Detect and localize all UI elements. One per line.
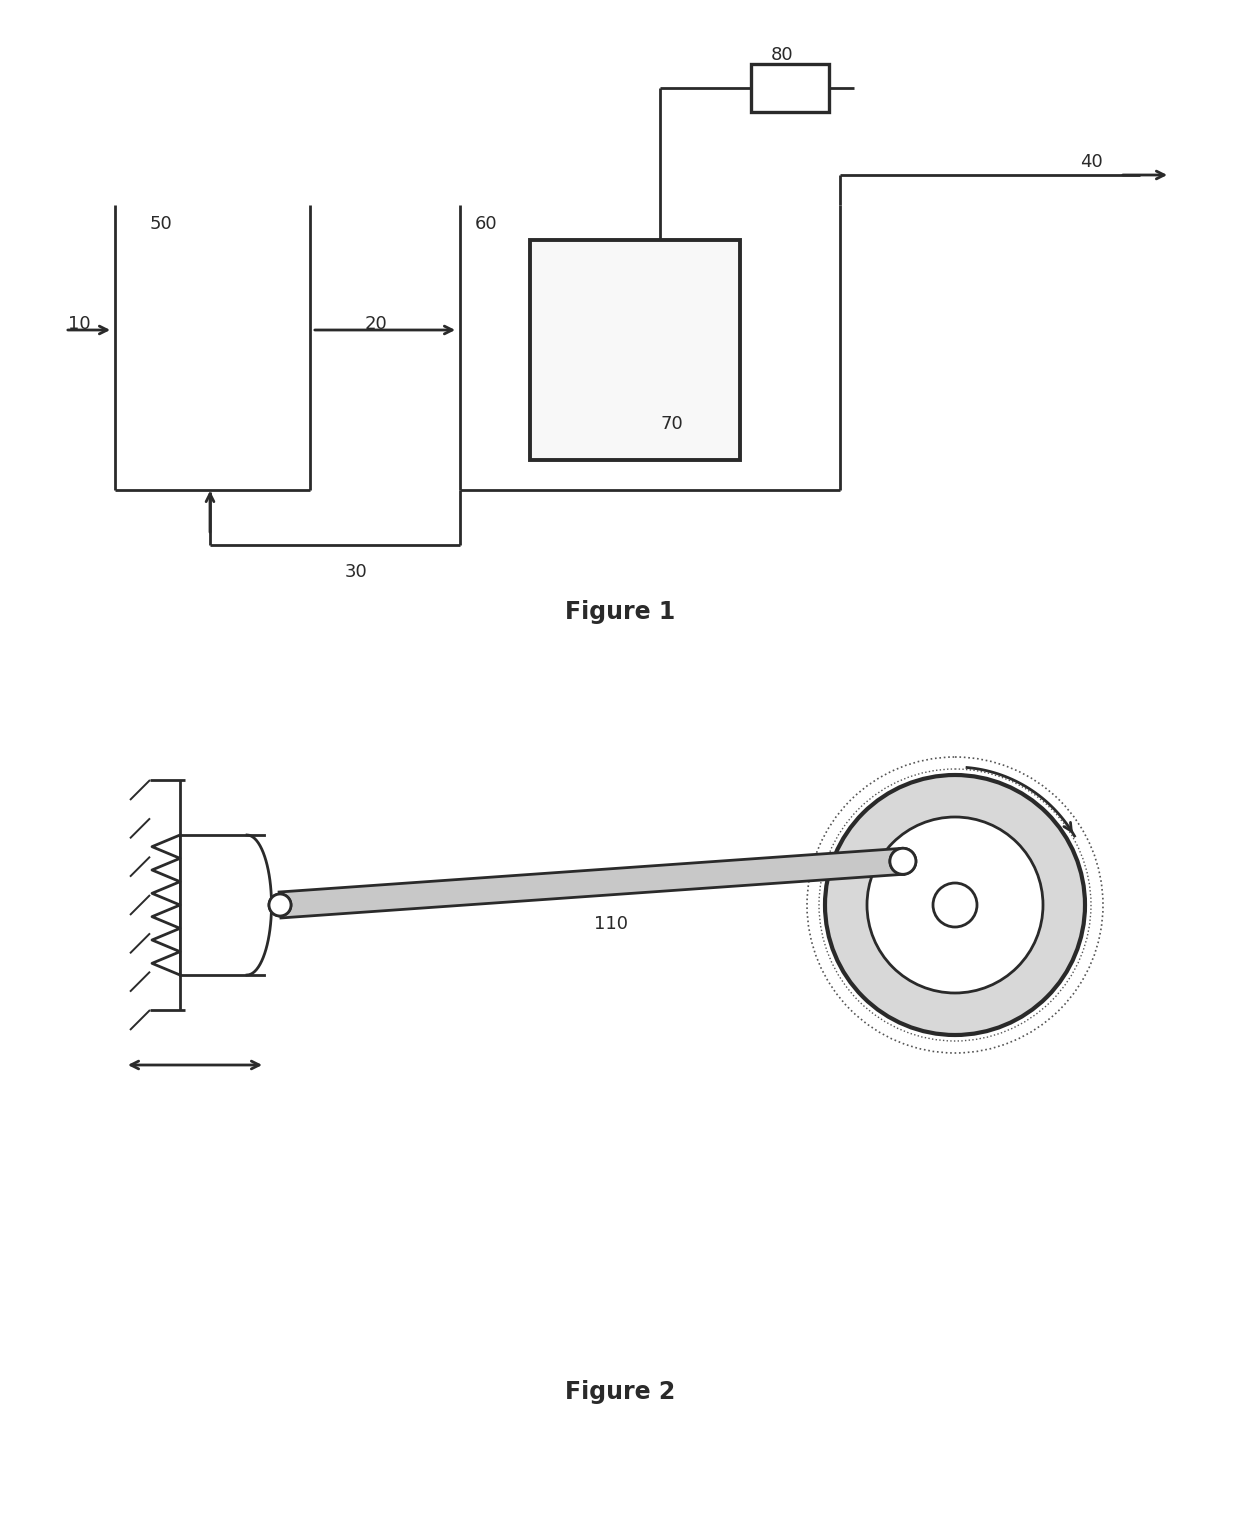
Circle shape <box>807 758 1104 1053</box>
Circle shape <box>890 848 916 874</box>
Text: 100: 100 <box>963 895 997 914</box>
Circle shape <box>932 883 977 927</box>
Text: 20: 20 <box>365 315 388 333</box>
Text: Figure 2: Figure 2 <box>565 1380 675 1404</box>
Polygon shape <box>279 848 904 918</box>
Text: 110: 110 <box>594 915 629 933</box>
Text: Figure 1: Figure 1 <box>565 600 675 624</box>
Bar <box>751 64 830 112</box>
Text: 40: 40 <box>1080 153 1102 171</box>
Circle shape <box>818 770 1091 1041</box>
Text: 10: 10 <box>68 315 91 333</box>
Text: 70: 70 <box>660 415 683 433</box>
Bar <box>529 239 740 461</box>
Text: 90: 90 <box>277 892 299 911</box>
Circle shape <box>269 894 291 917</box>
Circle shape <box>825 776 1085 1035</box>
Circle shape <box>867 817 1043 992</box>
Text: 50: 50 <box>150 215 172 233</box>
Text: 60: 60 <box>475 215 497 233</box>
Circle shape <box>890 848 916 874</box>
Circle shape <box>269 894 291 917</box>
Bar <box>180 835 268 976</box>
Text: 30: 30 <box>345 564 368 580</box>
Text: 80: 80 <box>771 45 794 64</box>
